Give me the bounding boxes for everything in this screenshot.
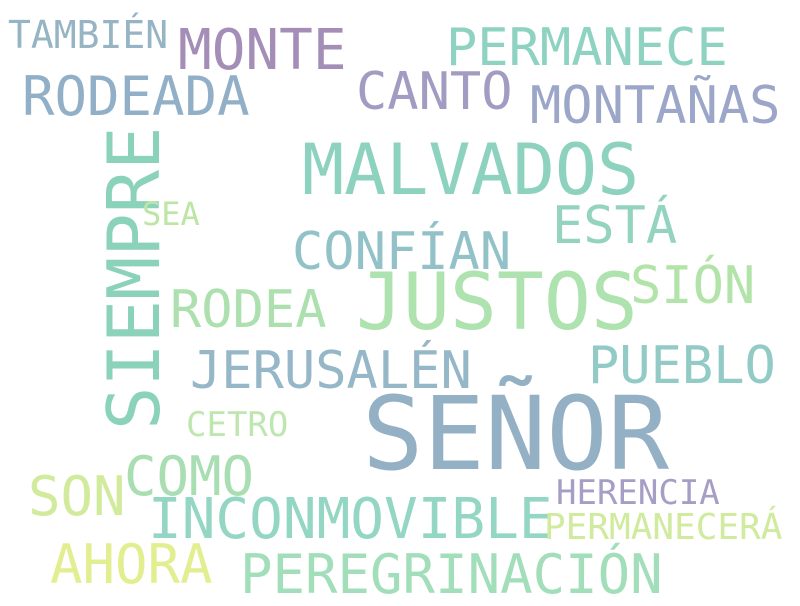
word-monte: MONTE — [178, 18, 347, 83]
word-son: SON — [28, 465, 126, 528]
word-rodea: RODEA — [170, 280, 327, 340]
word-permanecera: PERMANECERÁ — [544, 507, 783, 548]
word-canto: CANTO — [356, 62, 513, 122]
word-tambien: TAMBIÉN — [8, 13, 169, 57]
word-inconmovible: INCONMOVIBLE — [148, 487, 553, 552]
word-sea: SEA — [142, 195, 200, 233]
word-siempre: SIEMPRE — [92, 126, 176, 430]
word-justos: JUSTOS — [356, 258, 638, 348]
word-esta: ESTÁ — [552, 196, 678, 256]
word-senor: SEÑOR — [362, 375, 670, 494]
word-ahora: AHORA — [50, 533, 213, 596]
word-herencia: HERENCIA — [556, 473, 720, 513]
word-confian: CONFÍAN — [292, 222, 512, 282]
word-jerusalen: JERUSALÉN — [190, 341, 472, 401]
word-sion: SIÓN — [630, 256, 756, 316]
word-pueblo: PUEBLO — [588, 336, 776, 396]
word-rodeada: RODEADA — [22, 65, 250, 128]
word-peregrinacion: PEREGRINACIÓN — [240, 543, 663, 606]
word-como: COMO — [124, 445, 255, 508]
word-permanece: PERMANECE — [446, 18, 728, 78]
word-montanas: MONTAÑAS — [530, 76, 781, 136]
word-cetro: CETRO — [186, 405, 289, 445]
word-malvados: MALVADOS — [302, 129, 640, 211]
